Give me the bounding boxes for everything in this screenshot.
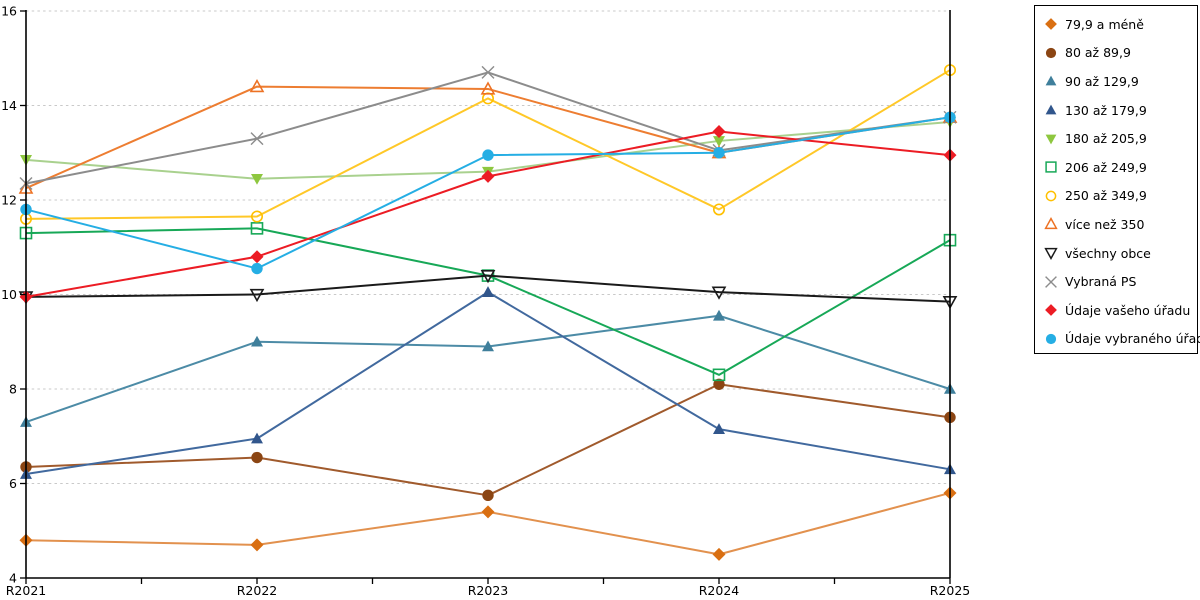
180-az-205-9-legend-marker-icon [1045,134,1057,145]
vice-nez-350-legend-marker-icon [1044,217,1058,230]
legend-item-label: všechny obce [1065,245,1151,261]
series-udaje-vybraneho-uradu [20,111,956,275]
series-line [25,383,951,497]
206-az-249-9-legend-marker-icon [1045,161,1057,173]
legend-item-label: 80 až 89,9 [1065,45,1131,61]
y-tick-label: 12 [1,193,17,208]
series-206-az-249-9 [19,222,957,382]
legend-item-79-9-a-mene: 79,9 a méně [1035,10,1197,39]
series-line [25,491,951,556]
series-130-az-179-9 [20,286,956,479]
legend-item-90-az-129-9: 90 až 129,9 [1035,67,1197,96]
y-tick-label: 16 [1,4,17,19]
y-tick-label: 14 [1,98,17,113]
vybrana-ps-legend-marker-icon [1045,275,1057,288]
x-tick-label: R2021 [6,583,47,598]
legend-item-206-az-249-9: 206 až 249,9 [1035,153,1197,182]
legend-item-label: 250 až 349,9 [1065,188,1147,204]
series-80-az-89-9 [20,378,956,502]
legend-item-180-az-205-9: 180 až 205,9 [1035,124,1197,153]
legend-item-udaje-vaseho-uradu: Údaje vašeho úřadu [1035,296,1197,325]
legend-item-label: Údaje vašeho úřadu [1065,302,1191,318]
80-az-89-9-legend-marker-icon [1045,47,1057,58]
x-tick-label: R2023 [468,583,509,598]
axes [20,10,951,584]
series-line [25,227,951,376]
legend-item-130-az-179-9: 130 až 179,9 [1035,96,1197,125]
250-az-349-9-legend-marker-icon [1045,190,1057,202]
x-axis-labels: R2021 R2022 R2023 R2024 R2025 [6,583,971,598]
legend-item-80-az-89-9: 80 až 89,9 [1035,39,1197,68]
udaje-vaseho-uradu-legend-marker-icon [1045,304,1057,317]
chart-legend: 79,9 a méně 80 až 89,9 90 až 129,9 130 až 1… [1034,5,1200,354]
vsechny-obce-legend-marker-icon [1044,247,1058,260]
130-az-179-9-legend-marker-icon [1045,104,1057,115]
legend-item-label: 206 až 249,9 [1065,159,1147,175]
series-line [25,314,951,424]
legend-item-label: 79,9 a méně [1065,16,1144,32]
legend-item-label: Vybraná PS [1065,274,1137,290]
y-axis-labels: 4 6 8 10 12 14 16 [1,4,17,586]
series-line [25,274,951,303]
legend-item-label: více než 350 [1065,216,1145,232]
legend-item-vice-nez-350: více než 350 [1035,210,1197,239]
legend-item-label: 90 až 129,9 [1065,73,1139,89]
y-tick-label: 8 [9,382,17,397]
legend-item-vsechny-obce: všechny obce [1035,239,1197,268]
y-tick-label: 6 [9,476,17,491]
series-90-az-129-9 [20,309,956,427]
y-tick-label: 4 [9,571,17,586]
x-tick-label: R2022 [237,583,278,598]
90-az-129-9-legend-marker-icon [1045,76,1057,86]
y-tick-label: 10 [1,287,17,302]
legend-item-label: Údaje vybraného úřadu [1065,331,1200,347]
legend-item-vybrana-ps: Vybraná PS [1035,267,1197,296]
79-9-a-mene-legend-marker-icon [1045,18,1057,31]
legend-item-label: 180 až 205,9 [1065,131,1147,147]
udaje-vybraneho-uradu-legend-marker-icon [1045,333,1057,344]
x-tick-label: R2024 [699,583,740,598]
x-tick-label: R2025 [930,583,971,598]
series-line [25,69,951,220]
legend-item-udaje-vybraneho-uradu: Údaje vybraného úřadu [1035,325,1200,354]
line-chart: 4 6 8 10 12 14 16 R2021 R2022 R2023 R2024 R2025 [1,4,971,599]
legend-item-250-az-349-9: 250 až 349,9 [1035,182,1197,211]
legend-item-label: 130 až 179,9 [1065,102,1147,118]
series-line [25,291,951,476]
